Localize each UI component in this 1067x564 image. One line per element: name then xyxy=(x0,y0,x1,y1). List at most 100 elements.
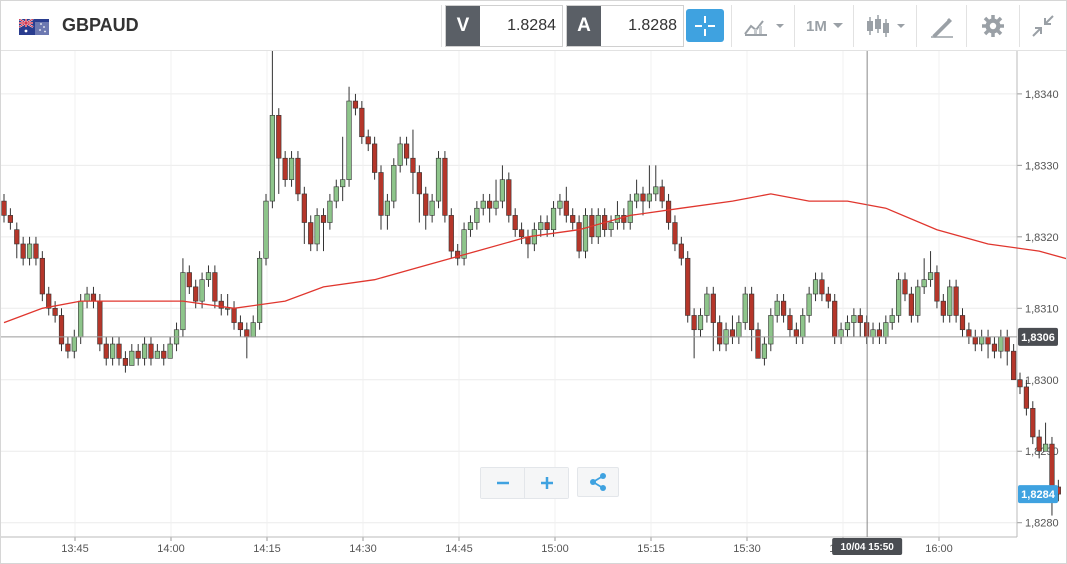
candle-down xyxy=(218,300,224,309)
sell-label: V xyxy=(446,6,480,46)
candlestick-type-button[interactable] xyxy=(865,11,909,41)
minus-icon xyxy=(496,481,509,485)
y-tick-label: 1,8330 xyxy=(1025,160,1059,172)
candle-up xyxy=(1042,443,1049,452)
candle-down xyxy=(352,100,359,109)
candle-down xyxy=(90,293,97,302)
candle-up xyxy=(895,279,902,316)
timeframe-dropdown[interactable]: 1M xyxy=(806,11,845,41)
candle-down xyxy=(640,193,646,202)
candle-down xyxy=(1004,336,1010,352)
candle-up xyxy=(461,229,467,259)
candle-up xyxy=(154,350,160,359)
sell-quote-button[interactable]: V 1.8284 xyxy=(445,5,563,47)
candle-up xyxy=(812,279,819,295)
candle-down xyxy=(372,143,378,173)
toolbar-divider xyxy=(441,5,442,47)
candle-down xyxy=(295,157,301,195)
candle-down xyxy=(991,343,998,352)
candle-down xyxy=(282,157,288,180)
candle-up xyxy=(921,279,927,288)
candle-down xyxy=(959,315,966,331)
chevron-down-icon xyxy=(832,23,843,28)
candle-down xyxy=(749,293,755,331)
zoom-controls xyxy=(480,467,619,499)
drawing-tools-icon xyxy=(931,18,953,38)
candle-down xyxy=(186,272,192,288)
candle-up xyxy=(71,336,77,352)
candle-up xyxy=(774,300,780,316)
bid-price-badge xyxy=(1018,485,1058,504)
x-tick-label: 15:15 xyxy=(637,543,665,555)
candle-up xyxy=(384,200,391,216)
crosshair-time-badge xyxy=(832,538,903,555)
candle-down xyxy=(237,322,244,331)
candle-up xyxy=(78,300,84,338)
crosshair-button[interactable] xyxy=(686,9,724,42)
candle-up xyxy=(582,215,589,252)
candle-down xyxy=(570,215,576,223)
candle-down xyxy=(832,300,838,338)
candle-down xyxy=(966,329,972,338)
candle-up xyxy=(550,207,557,230)
candle-down xyxy=(148,343,154,359)
candle-down xyxy=(46,293,52,309)
candle-up xyxy=(704,293,710,316)
x-tick-label: 14:15 xyxy=(253,543,281,555)
candle-up xyxy=(327,200,333,223)
price-chart[interactable]: 1,82801,82901,83001,83101,83201,83301,83… xyxy=(1,51,1066,564)
buy-quote-button[interactable]: A 1.8288 xyxy=(566,5,684,47)
candle-up xyxy=(634,193,640,202)
candle-up xyxy=(806,293,812,316)
crosshair-icon xyxy=(695,15,715,36)
candle-down xyxy=(972,336,978,345)
chart-type-button[interactable] xyxy=(743,11,787,41)
candlestick-icon xyxy=(867,15,905,37)
candle-up xyxy=(225,307,231,310)
candle-down xyxy=(116,343,122,359)
share-button[interactable] xyxy=(577,467,619,497)
settings-button[interactable] xyxy=(981,11,1005,41)
candle-down xyxy=(410,157,416,173)
candle-up xyxy=(742,293,748,323)
candle-down xyxy=(819,279,825,295)
candle-down xyxy=(908,293,914,316)
zoom-in-button[interactable] xyxy=(525,468,568,498)
instrument-symbol: GBPAUD xyxy=(62,15,139,35)
collapse-button[interactable] xyxy=(1031,11,1055,41)
candle-up xyxy=(250,322,256,338)
moving-average-line xyxy=(3,193,1066,324)
candle-down xyxy=(423,193,429,216)
candle-down xyxy=(857,315,863,323)
candle-down xyxy=(320,215,327,223)
candle-up xyxy=(998,336,1004,352)
candle-up xyxy=(851,315,857,323)
zoom-button-group xyxy=(480,467,569,499)
candle-down xyxy=(685,257,691,316)
toolbar-divider xyxy=(916,5,917,47)
candle-down xyxy=(729,329,736,338)
candle-up xyxy=(167,343,173,359)
drawing-tools-button[interactable] xyxy=(929,11,955,41)
toolbar-divider xyxy=(853,5,854,47)
candle-down xyxy=(442,157,448,216)
gb-au-flag-icon xyxy=(19,19,49,35)
candle-down xyxy=(621,215,627,223)
collapse-arrows-icon xyxy=(1032,15,1054,37)
candle-down xyxy=(1011,350,1017,381)
candle-up xyxy=(26,243,33,259)
y-tick-label: 1,8280 xyxy=(1025,518,1059,530)
candle-up xyxy=(889,315,895,323)
candle-up xyxy=(269,115,275,202)
candle-up xyxy=(800,315,806,338)
candle-down xyxy=(193,286,199,302)
y-tick-label: 1,8340 xyxy=(1025,89,1059,101)
x-tick-label: 15:00 xyxy=(541,543,569,555)
candle-down xyxy=(576,222,582,252)
candle-up xyxy=(263,200,269,259)
zoom-out-button[interactable] xyxy=(481,468,525,498)
chart-toolbar: GBPAUD V 1.8284 A 1.8288 1M xyxy=(1,1,1066,51)
x-tick-label: 14:00 xyxy=(157,543,185,555)
candle-up xyxy=(653,186,659,195)
